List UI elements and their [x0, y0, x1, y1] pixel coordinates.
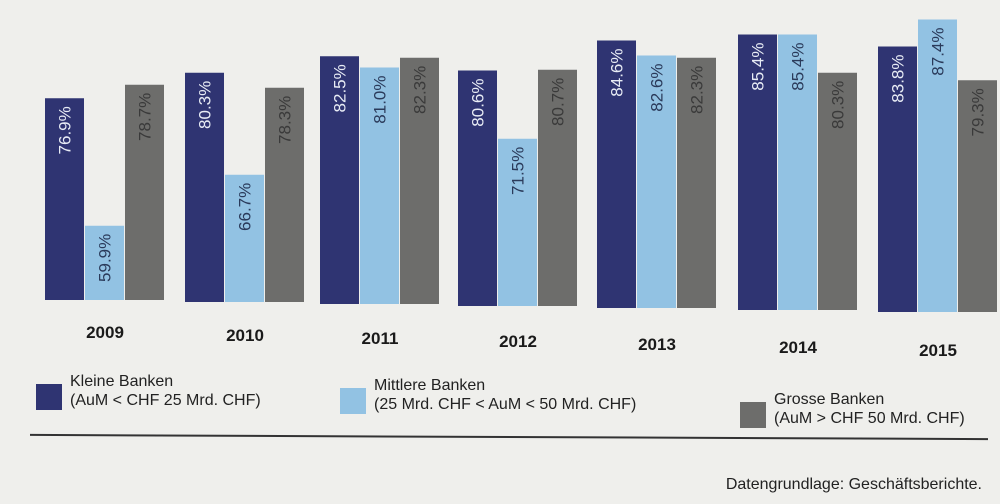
legend-item-grosse: Grosse Banken (AuM > CHF 50 Mrd. CHF): [740, 390, 965, 428]
bar: [818, 72, 857, 310]
bar: [265, 87, 304, 302]
legend-sublabel: (25 Mrd. CHF < AuM < 50 Mrd. CHF): [374, 396, 637, 413]
data-label: 87.4%: [929, 28, 948, 76]
bar: [597, 40, 636, 308]
bar: [778, 34, 817, 310]
x-tick-label: 2010: [226, 326, 264, 345]
x-tick-label: 2014: [779, 338, 817, 357]
data-label: 80.3%: [196, 81, 215, 129]
data-label: 76.9%: [56, 106, 75, 154]
data-label: 82.3%: [411, 66, 430, 114]
bar: [320, 56, 359, 304]
data-label: 71.5%: [509, 147, 528, 195]
data-label: 83.8%: [889, 55, 908, 103]
bar: [85, 225, 124, 300]
bar: [360, 67, 399, 304]
bar: [637, 55, 676, 308]
x-tick-label: 2012: [499, 332, 537, 351]
bar: [400, 57, 439, 304]
data-label: 80.6%: [469, 79, 488, 127]
legend-label: Mittlere Banken: [374, 377, 486, 394]
data-label: 85.4%: [789, 43, 808, 91]
x-tick-label: 2011: [362, 329, 399, 348]
legend-label: Grosse Banken: [774, 391, 885, 408]
data-label: 81.0%: [371, 76, 390, 124]
legend-sublabel: (AuM > CHF 50 Mrd. CHF): [774, 410, 965, 427]
data-label: 85.4%: [749, 43, 768, 91]
bar: [958, 80, 997, 312]
legend-swatch: [36, 384, 62, 410]
legend-item-kleine: Kleine Banken (AuM < CHF 25 Mrd. CHF): [36, 372, 261, 410]
bar: [878, 46, 917, 312]
legend-swatch: [340, 388, 366, 414]
x-tick-label: 2015: [919, 341, 957, 360]
legend-label: Kleine Banken: [70, 373, 174, 390]
source-note: Datengrundlage: Geschäftsberichte.: [725, 476, 982, 493]
legend-swatch: [740, 402, 766, 428]
bar: [738, 34, 777, 310]
legend-item-mittlere: Mittlere Banken (25 Mrd. CHF < AuM < 50 M…: [340, 376, 636, 414]
data-label: 79.3%: [969, 88, 988, 136]
bar: [677, 57, 716, 308]
data-label: 78.3%: [276, 96, 295, 144]
bar: [538, 69, 577, 306]
divider: [30, 433, 988, 440]
data-label: 59.9%: [96, 234, 115, 282]
bar: [225, 174, 264, 302]
x-tick-label: 2013: [638, 335, 676, 354]
data-label: 80.7%: [549, 78, 568, 126]
data-label: 66.7%: [236, 183, 255, 231]
data-label: 84.6%: [608, 49, 627, 97]
data-label: 82.5%: [331, 64, 350, 112]
bar: [458, 70, 497, 306]
legend-sublabel: (AuM < CHF 25 Mrd. CHF): [70, 392, 261, 409]
data-label: 78.7%: [136, 93, 155, 141]
data-label: 82.3%: [688, 66, 707, 114]
x-tick-label: 2009: [86, 323, 124, 342]
bar: [918, 19, 957, 312]
bar: [125, 84, 164, 300]
bar: [185, 72, 224, 302]
bar-chart: 76.9% 59.9% 78.7% 2009 80.3% 66.7% 78.3% 2010 82…: [45, 19, 997, 360]
bar: [498, 138, 537, 306]
data-label: 82.6%: [648, 64, 667, 112]
data-label: 80.3%: [829, 81, 848, 129]
bar: [45, 98, 84, 300]
